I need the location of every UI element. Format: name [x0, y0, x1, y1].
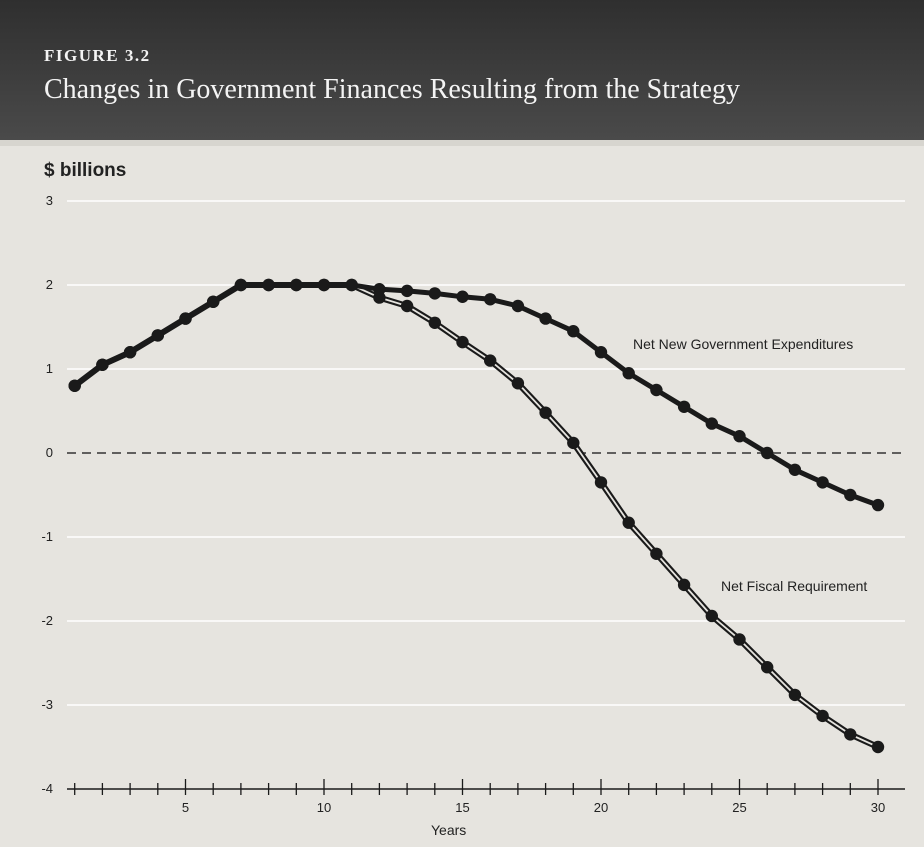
y-tick-label: -1: [41, 529, 53, 544]
data-point: [622, 367, 635, 380]
series-line-net-fiscal-requirement: [72, 282, 880, 750]
x-tick-label: 15: [455, 800, 469, 815]
y-tick-label: -4: [41, 781, 53, 796]
data-point: [484, 354, 497, 367]
series-label: Net Fiscal Requirement: [721, 578, 867, 594]
gridlines: [67, 200, 905, 706]
data-point: [456, 290, 469, 303]
data-point: [400, 299, 414, 313]
data-point: [484, 293, 497, 306]
data-point: [567, 325, 580, 338]
data-point: [844, 488, 857, 502]
header-divider: [0, 140, 924, 146]
data-point: [262, 278, 275, 292]
data-point: [594, 346, 608, 359]
data-point: [788, 463, 802, 476]
x-tick-label: 20: [594, 800, 608, 815]
x-tick-label: 25: [732, 800, 746, 815]
series-label: Net New Government Expenditures: [633, 336, 853, 352]
y-tick-label: 2: [46, 277, 53, 292]
data-point: [761, 661, 774, 674]
data-point: [705, 417, 718, 430]
data-point: [650, 383, 663, 397]
y-tick-label: 3: [46, 193, 53, 208]
data-point: [317, 278, 331, 292]
y-tick-label: 1: [46, 361, 53, 376]
data-point: [96, 358, 109, 371]
figure-title: Changes in Government Finances Resulting…: [44, 74, 740, 105]
y-tick-label: -2: [41, 613, 53, 628]
data-point: [511, 299, 525, 313]
series-points: [68, 278, 885, 754]
y-tick-labels: 3 2 1 0 -1 -2 -3 -4: [41, 193, 53, 796]
data-point: [594, 476, 608, 489]
data-point: [428, 287, 441, 300]
data-point: [234, 278, 248, 292]
data-point: [290, 278, 303, 292]
data-point: [816, 709, 829, 723]
series-line-net-new-government-expenditures: [73, 282, 879, 508]
data-point: [761, 446, 774, 460]
data-point: [705, 609, 718, 623]
data-point: [179, 312, 192, 325]
data-point: [151, 329, 164, 342]
series-lines: [72, 282, 880, 750]
figure-number: FIGURE 3.2: [44, 46, 151, 65]
y-tick-label: 0: [46, 445, 53, 460]
data-point: [400, 284, 414, 298]
data-point: [788, 688, 802, 702]
data-point: [650, 547, 663, 560]
data-point: [871, 498, 885, 512]
data-point: [123, 346, 137, 359]
data-point: [733, 633, 746, 646]
data-point: [733, 430, 746, 443]
data-point: [539, 312, 552, 325]
data-point: [539, 406, 552, 419]
data-point: [207, 295, 220, 308]
data-point: [677, 400, 691, 413]
y-tick-label: -3: [41, 697, 53, 712]
data-point: [816, 476, 829, 489]
data-point: [511, 377, 525, 390]
data-point: [68, 379, 81, 392]
data-point: [345, 278, 358, 292]
data-point: [844, 728, 857, 741]
data-point: [871, 740, 885, 754]
data-point: [677, 578, 691, 592]
y-axis-label: $ billions: [44, 160, 127, 181]
figure-header: FIGURE 3.2 Changes in Government Finance…: [0, 0, 924, 140]
data-point: [456, 335, 469, 349]
x-tick-label: 5: [182, 800, 189, 815]
series-labels: Net New Government Expenditures Net Fisca…: [633, 336, 867, 594]
data-point: [428, 316, 441, 329]
x-axis-label: Years: [431, 822, 466, 838]
x-tick-label: 30: [871, 800, 885, 815]
data-point: [567, 436, 580, 450]
data-point: [622, 516, 635, 529]
x-tick-label: 10: [317, 800, 331, 815]
data-point: [373, 283, 386, 296]
x-axis: 5 10 15 20 25 30 Years: [67, 779, 905, 838]
